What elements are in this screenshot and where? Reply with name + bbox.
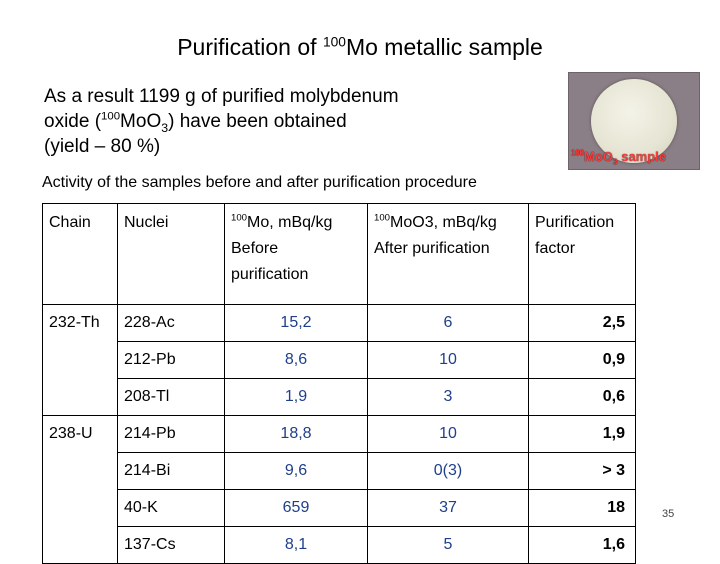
- cell-nuclei: 214-Bi: [117, 452, 225, 490]
- cell-nuclei: 228-Ac: [117, 304, 225, 342]
- title-prefix: Purification of: [177, 34, 323, 60]
- header-chain: Chain: [42, 203, 118, 305]
- cell-nuclei: 212-Pb: [117, 341, 225, 379]
- cell-after: 10: [367, 415, 529, 453]
- title-suffix: Mo metallic sample: [345, 34, 543, 60]
- cell-before: 8,1: [224, 526, 368, 564]
- result-text: As a result 1199 g of purified molybdenu…: [44, 84, 399, 159]
- cell-after: 5: [367, 526, 529, 564]
- header-after: 100MoO3, mBq/kg After purification: [367, 203, 529, 305]
- cell-after: 3: [367, 378, 529, 416]
- cell-before: 15,2: [224, 304, 368, 342]
- header-before-line2: Before: [231, 240, 279, 257]
- result-line-2-suffix: ) have been obtained: [168, 111, 347, 132]
- slide-title: Purification of 100Mo metallic sample: [0, 34, 720, 61]
- table-header-row: Chain Nuclei 100Mo, mBq/kg Before purifica…: [42, 203, 636, 305]
- header-after-line1: MoO3, mBq/kg: [390, 214, 497, 231]
- cell-chain: 232-Th: [42, 304, 118, 342]
- table-row: 214-Bi 9,6 0(3) > 3: [42, 452, 636, 490]
- photo-label-formula: MoO: [584, 149, 613, 164]
- result-line-1: As a result 1199 g of purified molybdenu…: [44, 86, 399, 107]
- cell-chain: [42, 452, 118, 490]
- photo-label-suffix: sample: [617, 149, 667, 164]
- cell-factor: > 3: [528, 452, 636, 490]
- table-caption: Activity of the samples before and after…: [42, 174, 477, 191]
- cell-before: 18,8: [224, 415, 368, 453]
- page-number: 35: [662, 508, 675, 520]
- table-row: 40-K 659 37 18: [42, 489, 636, 527]
- table-row: 208-Tl 1,9 3 0,6: [42, 378, 636, 416]
- cell-after: 10: [367, 341, 529, 379]
- cell-after: 0(3): [367, 452, 529, 490]
- photo-label-sub: 3: [612, 156, 618, 167]
- result-line-2-prefix: oxide (: [44, 111, 102, 132]
- cell-before: 1,9: [224, 378, 368, 416]
- cell-nuclei: 40-K: [117, 489, 225, 527]
- result-line-2-formula: MoO: [120, 111, 162, 132]
- table-row: 232-Th 228-Ac 15,2 6 2,5: [42, 304, 636, 342]
- cell-chain: [42, 341, 118, 379]
- cell-before: 9,6: [224, 452, 368, 490]
- table-row: 137-Cs 8,1 5 1,6: [42, 526, 636, 564]
- cell-nuclei: 208-Tl: [117, 378, 225, 416]
- sample-photo: 100MoO3 sample: [568, 72, 700, 170]
- cell-nuclei: 214-Pb: [117, 415, 225, 453]
- cell-nuclei: 137-Cs: [117, 526, 225, 564]
- title-sup: 100: [322, 34, 346, 50]
- cell-factor: 0,6: [528, 378, 636, 416]
- result-line-2: oxide (100MoO3) have been obtained: [44, 109, 399, 134]
- cell-factor: 1,9: [528, 415, 636, 453]
- sample-photo-label: 100MoO3 sample: [571, 148, 667, 167]
- result-line-2-sup: 100: [101, 110, 121, 123]
- cell-factor: 18: [528, 489, 636, 527]
- table-row: 238-U 214-Pb 18,8 10 1,9: [42, 415, 636, 453]
- cell-chain: [42, 378, 118, 416]
- cell-before: 8,6: [224, 341, 368, 379]
- header-factor: Purification factor: [528, 203, 636, 305]
- cell-chain: [42, 489, 118, 527]
- cell-after: 37: [367, 489, 529, 527]
- cell-after: 6: [367, 304, 529, 342]
- cell-factor: 0,9: [528, 341, 636, 379]
- header-after-line2: After purification: [374, 240, 490, 257]
- activity-table: Chain Nuclei 100Mo, mBq/kg Before purifica…: [42, 203, 636, 564]
- header-before-line3: purification: [231, 266, 309, 283]
- cell-chain: [42, 526, 118, 564]
- cell-factor: 1,6: [528, 526, 636, 564]
- result-line-3: (yield – 80 %): [44, 136, 161, 157]
- sample-disk-image: [591, 79, 677, 163]
- result-line-2-sub: 3: [161, 120, 169, 135]
- cell-chain: 238-U: [42, 415, 118, 453]
- header-after-sup: 100: [374, 212, 391, 224]
- header-factor-line1: Purification: [535, 214, 615, 231]
- header-before-sup: 100: [231, 212, 248, 224]
- header-before-line1: Mo, mBq/kg: [247, 214, 333, 231]
- cell-factor: 2,5: [528, 304, 636, 342]
- photo-label-sup: 100: [571, 148, 585, 158]
- header-before: 100Mo, mBq/kg Before purification: [224, 203, 368, 305]
- header-nuclei: Nuclei: [117, 203, 225, 305]
- header-factor-line2: factor: [535, 240, 576, 257]
- table-row: 212-Pb 8,6 10 0,9: [42, 341, 636, 379]
- cell-before: 659: [224, 489, 368, 527]
